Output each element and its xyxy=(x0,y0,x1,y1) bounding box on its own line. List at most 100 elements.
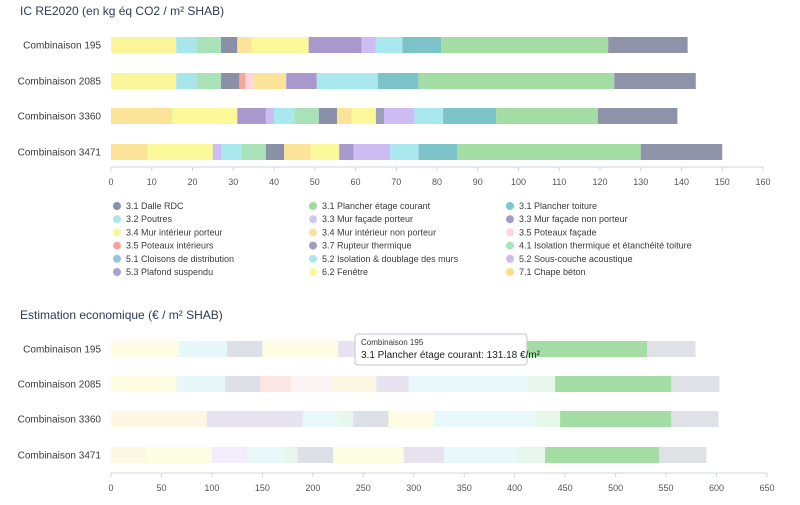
chart-1-bar-segment[interactable] xyxy=(608,37,688,53)
legend-item[interactable]: 3.5 Poteaux façade xyxy=(519,227,597,237)
chart-1-bar-segment[interactable] xyxy=(221,144,242,160)
chart-1-bar-segment[interactable] xyxy=(310,144,340,160)
chart-1-bar-segment[interactable] xyxy=(221,37,238,53)
chart-1-bar-segment[interactable] xyxy=(614,73,696,89)
chart-1-bar-segment[interactable] xyxy=(265,144,285,160)
chart-1-bar-segment[interactable] xyxy=(339,144,354,160)
chart-2-bar-segment[interactable] xyxy=(444,447,517,463)
chart-1-bar-segment[interactable] xyxy=(418,73,615,89)
chart-2-bar-segment[interactable] xyxy=(671,376,720,392)
legend-item[interactable]: 3.4 Mur intérieur porteur xyxy=(126,227,223,237)
chart-1-bar-segment[interactable] xyxy=(318,108,338,124)
chart-1-bar-segment[interactable] xyxy=(375,108,385,124)
chart-2-bar-segment[interactable] xyxy=(290,376,332,392)
chart-1-bar-segment[interactable] xyxy=(111,37,177,53)
legend-item[interactable]: 3.7 Rupteur thermique xyxy=(322,241,412,251)
chart-2-bar-segment[interactable] xyxy=(647,341,696,357)
chart-2-bar-segment[interactable] xyxy=(353,411,389,427)
chart-1-bar-segment[interactable] xyxy=(196,37,222,53)
legend-item[interactable]: 3.1 Plancher toiture xyxy=(519,201,597,211)
chart-1-bar-segment[interactable] xyxy=(111,73,177,89)
chart-2-bar-segment[interactable] xyxy=(659,447,707,463)
chart-1-bar-segment[interactable] xyxy=(172,108,238,124)
chart-1-bar-segment[interactable] xyxy=(308,37,362,53)
chart-2-bar-segment[interactable] xyxy=(408,376,528,392)
chart-1-bar-segment[interactable] xyxy=(111,144,148,160)
chart-1-bar-segment[interactable] xyxy=(237,37,252,53)
legend-item[interactable]: 3.3 Mur façade porteur xyxy=(322,214,413,224)
chart-2-bar-segment[interactable] xyxy=(176,376,226,392)
chart-2-bar-segment[interactable] xyxy=(146,447,212,463)
chart-2-bar-segment[interactable] xyxy=(297,447,334,463)
chart-1-bar-segment[interactable] xyxy=(375,37,403,53)
chart-2-bar-segment[interactable] xyxy=(514,341,648,357)
chart-2-bar-segment[interactable] xyxy=(338,411,354,427)
chart-1-bar-segment[interactable] xyxy=(496,108,598,124)
legend-item[interactable]: 5.1 Cloisons de distribution xyxy=(126,254,234,264)
chart-1-bar-segment[interactable] xyxy=(251,37,309,53)
chart-2-bar-segment[interactable] xyxy=(211,447,248,463)
legend-item[interactable]: 3.4 Mur intérieur non porteur xyxy=(322,227,436,237)
legend-item[interactable]: 5.2 Isolation & doublage des murs xyxy=(322,254,459,264)
chart-1-bar-segment[interactable] xyxy=(402,37,442,53)
chart-2-bar-segment[interactable] xyxy=(227,341,263,357)
chart-1-bar-segment[interactable] xyxy=(390,144,419,160)
chart-2-bar-segment[interactable] xyxy=(206,411,303,427)
chart-2-bar-segment[interactable] xyxy=(403,447,445,463)
chart-1-bar-segment[interactable] xyxy=(245,73,254,89)
legend-item[interactable]: 3.5 Poteaux intérieurs xyxy=(126,241,214,251)
chart-1-bar-segment[interactable] xyxy=(239,73,246,89)
chart-2-bar-segment[interactable] xyxy=(376,376,409,392)
chart-1-bar-segment[interactable] xyxy=(274,108,295,124)
chart-1-bar-segment[interactable] xyxy=(111,108,173,124)
chart-1-bar-segment[interactable] xyxy=(286,73,317,89)
chart-2-bar-segment[interactable] xyxy=(260,376,291,392)
legend-item[interactable]: 7.1 Chape béton xyxy=(519,267,586,277)
legend-item[interactable]: 3.2 Poutres xyxy=(126,214,173,224)
chart-1-bar-segment[interactable] xyxy=(640,144,723,160)
chart-1-bar-segment[interactable] xyxy=(316,73,378,89)
legend-item[interactable]: 5.3 Plafond suspendu xyxy=(126,267,213,277)
chart-2-bar-segment[interactable] xyxy=(178,341,228,357)
chart-1-bar-segment[interactable] xyxy=(361,37,376,53)
chart-2-bar-segment[interactable] xyxy=(433,411,535,427)
chart-2-bar-segment[interactable] xyxy=(333,447,404,463)
chart-1-bar-segment[interactable] xyxy=(176,73,197,89)
chart-1-bar-segment[interactable] xyxy=(196,73,222,89)
chart-1-bar-segment[interactable] xyxy=(237,108,266,124)
chart-1-bar-segment[interactable] xyxy=(414,108,444,124)
chart-2-bar-segment[interactable] xyxy=(247,447,283,463)
chart-1-bar-segment[interactable] xyxy=(457,144,641,160)
legend-item[interactable]: 5.2 Sous-couche acoustique xyxy=(519,254,633,264)
chart-1-bar-segment[interactable] xyxy=(221,73,240,89)
chart-1-bar-segment[interactable] xyxy=(384,108,415,124)
legend-item[interactable]: 6.2 Fenêtre xyxy=(322,267,368,277)
chart-1-bar-segment[interactable] xyxy=(284,144,311,160)
chart-2-bar-segment[interactable] xyxy=(560,411,672,427)
chart-2-bar-segment[interactable] xyxy=(111,341,179,357)
legend-item[interactable]: 3.1 Dalle RDC xyxy=(126,201,184,211)
chart-1-bar-segment[interactable] xyxy=(241,144,266,160)
chart-2-bar-segment[interactable] xyxy=(671,411,719,427)
chart-1-bar-segment[interactable] xyxy=(176,37,197,53)
chart-1-bar-segment[interactable] xyxy=(147,144,213,160)
chart-2-bar-segment[interactable] xyxy=(555,376,672,392)
chart-2-bar-segment[interactable] xyxy=(516,447,545,463)
chart-1-bar-segment[interactable] xyxy=(253,73,287,89)
legend-item[interactable]: 3.1 Plancher étage courant xyxy=(322,201,431,211)
chart-2-bar-segment[interactable] xyxy=(527,376,556,392)
chart-2-bar-segment[interactable] xyxy=(282,447,298,463)
chart-2-bar-segment[interactable] xyxy=(225,376,261,392)
chart-2-bar-segment[interactable] xyxy=(111,376,177,392)
chart-2-bar-segment[interactable] xyxy=(302,411,339,427)
chart-1-bar-segment[interactable] xyxy=(212,144,222,160)
chart-1-bar-segment[interactable] xyxy=(441,37,609,53)
legend-item[interactable]: 3.3 Mur façade non porteur xyxy=(519,214,628,224)
chart-1-bar-segment[interactable] xyxy=(337,108,352,124)
chart-1-bar-segment[interactable] xyxy=(351,108,376,124)
chart-2-bar-segment[interactable] xyxy=(534,411,561,427)
chart-1-bar-segment[interactable] xyxy=(294,108,319,124)
chart-1-bar-segment[interactable] xyxy=(265,108,274,124)
chart-1-bar-segment[interactable] xyxy=(597,108,678,124)
chart-1-bar-segment[interactable] xyxy=(377,73,419,89)
